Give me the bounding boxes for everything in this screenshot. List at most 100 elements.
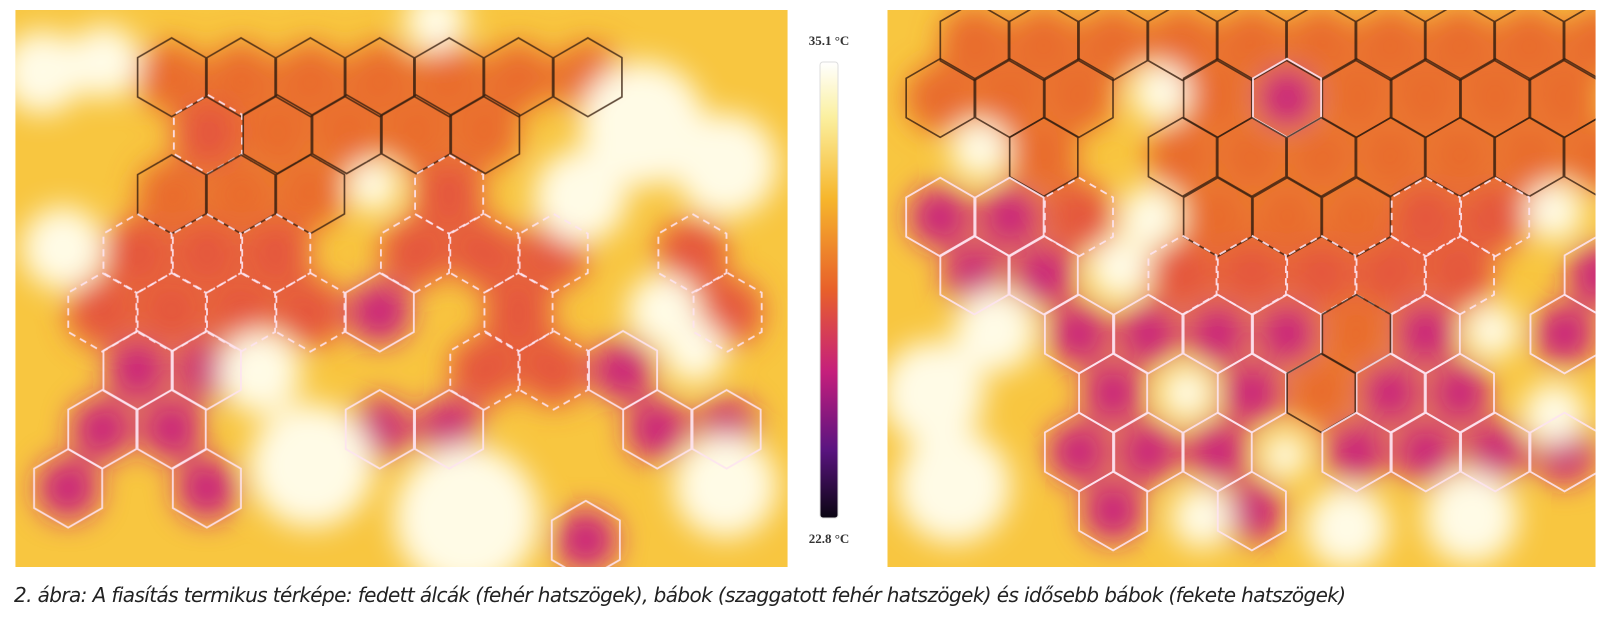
cell-hexagon <box>171 329 242 411</box>
heat-blob <box>483 42 554 113</box>
cell-hexagon <box>691 388 762 470</box>
heat-blob <box>591 339 655 402</box>
hot-spot <box>1119 186 1182 249</box>
heat-blob <box>1186 421 1249 484</box>
heat-blob <box>1355 239 1426 311</box>
heat-blob <box>1186 302 1249 366</box>
hot-spot <box>887 341 985 445</box>
hot-spot <box>347 160 400 212</box>
cell-hexagon <box>1390 411 1461 493</box>
hot-spot <box>673 434 778 539</box>
heat-blob <box>1428 362 1492 425</box>
heat-blob <box>311 99 382 170</box>
cell-hexagon <box>67 271 138 353</box>
heat-blob <box>1494 121 1565 193</box>
heat-blob <box>1321 298 1392 370</box>
heat-blob <box>205 42 277 113</box>
cell-hexagon <box>1460 411 1531 493</box>
cell-hexagon <box>1216 470 1287 552</box>
heat-blob <box>379 218 451 289</box>
cell-hexagon <box>136 36 207 118</box>
heat-blob <box>1082 362 1145 425</box>
cell-hexagon <box>483 36 554 118</box>
heat-blob <box>136 277 207 348</box>
hot-spot <box>1523 382 1586 445</box>
heat-blob <box>1424 10 1496 77</box>
hot-spot <box>68 25 141 99</box>
hot-spot <box>1465 304 1519 358</box>
hot-spot <box>218 330 302 414</box>
heat-blob <box>275 277 346 348</box>
cell-hexagon <box>414 36 485 118</box>
hot-spot <box>394 444 540 567</box>
heat-blob <box>1255 66 1319 130</box>
heat-blob <box>1012 243 1075 307</box>
heat-blob <box>978 186 1041 249</box>
heat-blob <box>1567 244 1596 306</box>
colorbar-min: 22.8 °C <box>809 531 850 546</box>
cell-hexagon <box>939 234 1010 316</box>
heat-blob <box>380 99 452 170</box>
heat-blob <box>242 99 313 170</box>
cell-hexagon <box>1216 116 1287 198</box>
cell-hexagon <box>1529 293 1596 375</box>
heat-blob <box>413 159 485 230</box>
cell-hexagon <box>381 93 451 175</box>
thermal-blobs <box>15 10 778 567</box>
cell-hexagon <box>1563 118 1596 196</box>
heat-blob <box>136 42 207 113</box>
cell-hexagon <box>1529 411 1596 493</box>
heat-blob <box>1255 302 1319 366</box>
hot-spot <box>673 113 778 218</box>
cell-hexagon <box>136 388 207 470</box>
heat-blob <box>1182 181 1253 253</box>
heat-blob <box>1563 121 1596 193</box>
hot-spot <box>249 403 374 528</box>
heat-blob <box>1459 62 1531 134</box>
hot-spot <box>1424 470 1518 564</box>
thermal-blobs <box>887 10 1596 567</box>
cell-hexagon <box>241 212 312 294</box>
heat-blob <box>1529 62 1596 134</box>
heat-blob <box>1464 421 1527 484</box>
heat-blob <box>657 218 728 289</box>
heat-blob <box>1147 121 1218 193</box>
heat-blob <box>413 42 485 113</box>
heat-blob <box>1047 302 1111 366</box>
heat-blob <box>1394 421 1457 484</box>
heat-blob <box>1355 121 1426 193</box>
heat-blob <box>1390 62 1461 134</box>
hot-spot <box>1131 63 1190 122</box>
heat-blob <box>1325 421 1388 484</box>
heat-blob <box>974 62 1045 134</box>
heat-blob <box>626 398 689 461</box>
heat-blob <box>1286 357 1357 429</box>
heat-blob <box>1008 10 1079 77</box>
heat-blob <box>1394 302 1457 366</box>
hot-spot <box>950 120 1009 179</box>
hot-spot <box>1171 486 1234 549</box>
cell-hexagon <box>1147 116 1218 198</box>
heat-blob <box>1563 10 1596 77</box>
cell-hexagon <box>550 499 621 567</box>
cell-hexagon <box>275 36 346 118</box>
heat-blob <box>1008 121 1079 193</box>
heat-blob <box>1082 480 1145 543</box>
thermal-image-right <box>887 10 1596 567</box>
heat-blob <box>1359 362 1422 425</box>
cell-hexagon <box>1286 116 1357 198</box>
heat-blob <box>1286 121 1357 193</box>
heat-blob <box>205 277 277 348</box>
heat-blob <box>1321 181 1392 253</box>
cell-hexagon <box>379 212 450 294</box>
hot-spot <box>1262 432 1308 478</box>
heat-blob <box>275 42 346 113</box>
heat-blob <box>909 186 972 249</box>
cell-hexagon <box>1043 176 1114 258</box>
heat-blob <box>1216 239 1288 311</box>
cell-hexagon <box>1113 293 1184 375</box>
hot-spot <box>15 30 84 114</box>
cell-hexagon <box>1563 10 1596 80</box>
heat-blob <box>1220 362 1283 425</box>
cell-hexagon <box>1182 176 1253 258</box>
